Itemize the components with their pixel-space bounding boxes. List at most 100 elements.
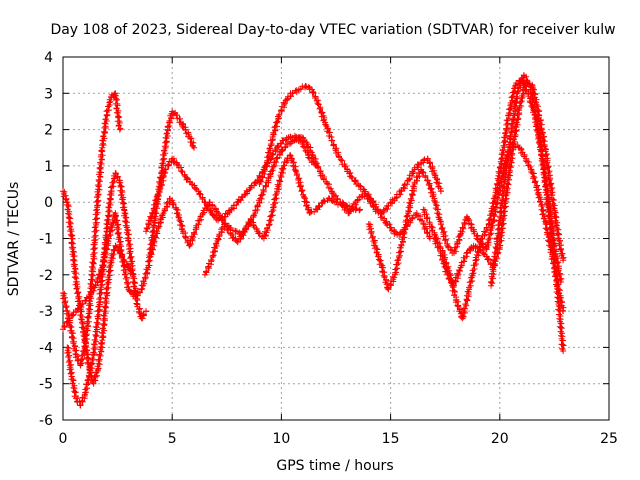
data-point-trail bbox=[268, 146, 279, 162]
data-point-trail bbox=[221, 222, 234, 237]
x-axis-label: GPS time / hours bbox=[276, 458, 393, 474]
data-point-trail bbox=[325, 181, 336, 197]
data-point bbox=[60, 188, 66, 195]
data-point-trail bbox=[187, 135, 197, 150]
data-point-trail bbox=[94, 147, 106, 198]
data-point-trail bbox=[248, 218, 260, 233]
data-point-trail bbox=[200, 201, 212, 216]
data-point-trail bbox=[333, 199, 345, 208]
data-point-trail bbox=[405, 183, 418, 215]
data-point bbox=[470, 228, 477, 235]
series-8 bbox=[256, 83, 433, 242]
data-point bbox=[142, 308, 149, 315]
data-point-trail bbox=[90, 315, 102, 356]
data-point-trail bbox=[371, 245, 386, 269]
data-point bbox=[348, 173, 355, 180]
data-point-trail bbox=[493, 183, 508, 241]
x-tick-label: 0 bbox=[59, 431, 68, 447]
data-point-trail bbox=[553, 281, 567, 353]
data-point-trail bbox=[533, 116, 547, 167]
data-point bbox=[560, 348, 567, 355]
data-point-trail bbox=[242, 219, 253, 233]
data-point-trail bbox=[520, 73, 533, 88]
y-tick-label: -3 bbox=[39, 304, 53, 320]
data-point-trail bbox=[116, 179, 128, 211]
data-point-trail bbox=[149, 189, 163, 216]
data-point-trail bbox=[103, 259, 115, 296]
x-tick-label: 25 bbox=[600, 431, 618, 447]
data-point-trail bbox=[252, 192, 265, 214]
data-point-trail bbox=[273, 149, 283, 165]
data-point-trail bbox=[98, 228, 111, 277]
data-point-trail bbox=[107, 171, 119, 194]
data-point bbox=[199, 210, 206, 217]
data-point-trail bbox=[111, 92, 124, 132]
series-7 bbox=[201, 152, 444, 278]
data-point-trail bbox=[90, 193, 102, 258]
data-point-trail bbox=[507, 90, 521, 140]
data-point-trail bbox=[143, 210, 156, 232]
data-point-trail bbox=[103, 190, 115, 232]
x-tick-label: 5 bbox=[168, 431, 177, 447]
data-point bbox=[129, 271, 136, 278]
data-point-trail bbox=[487, 236, 501, 287]
data-point-trail bbox=[276, 99, 288, 118]
data-point-trail bbox=[274, 165, 287, 193]
data-point-trail bbox=[68, 235, 80, 285]
data-point-trail bbox=[60, 188, 70, 203]
data-point-trail bbox=[366, 221, 378, 249]
data-point bbox=[512, 83, 519, 90]
data-point-trail bbox=[522, 157, 535, 175]
data-point-trail bbox=[99, 112, 110, 149]
data-point-trail bbox=[498, 112, 512, 161]
data-point-trail bbox=[392, 244, 404, 276]
data-point-trail bbox=[99, 291, 111, 341]
data-point-trail bbox=[82, 374, 93, 396]
data-point-trail bbox=[297, 83, 308, 93]
data-point-trail bbox=[94, 339, 106, 372]
data-point bbox=[64, 308, 71, 315]
data-point bbox=[241, 191, 248, 198]
data-point-trail bbox=[516, 81, 529, 109]
data-point-trail bbox=[183, 174, 194, 186]
data-point-trail bbox=[77, 345, 88, 367]
data-point-trail bbox=[64, 345, 75, 377]
data-point-trail bbox=[222, 207, 233, 220]
data-point-trail bbox=[63, 201, 76, 239]
data-point-trail bbox=[265, 159, 278, 182]
y-tick-label: -4 bbox=[39, 340, 53, 356]
series-12 bbox=[487, 72, 567, 355]
data-point-trail bbox=[379, 264, 391, 291]
series-4 bbox=[60, 188, 136, 387]
data-point-trail bbox=[103, 94, 115, 118]
data-point-trail bbox=[387, 224, 399, 237]
data-point-trail bbox=[501, 135, 514, 185]
data-point-trail bbox=[304, 143, 316, 161]
data-point-trail bbox=[235, 193, 246, 205]
data-point bbox=[116, 126, 123, 133]
data-point-trail bbox=[466, 257, 479, 291]
x-tick-label: 10 bbox=[272, 431, 290, 447]
data-point-trail bbox=[496, 192, 510, 249]
y-tick-label: -2 bbox=[39, 268, 53, 284]
data-point-trail bbox=[282, 134, 292, 144]
data-point-trail bbox=[138, 266, 151, 292]
data-point bbox=[560, 257, 567, 264]
data-point bbox=[234, 199, 241, 206]
data-point-trail bbox=[248, 178, 259, 189]
data-point-trail bbox=[153, 211, 166, 234]
data-point-trail bbox=[267, 190, 280, 223]
data-point-trail bbox=[175, 164, 188, 179]
data-points bbox=[60, 72, 567, 409]
y-axis-label: SDTVAR / TECUs bbox=[6, 182, 22, 297]
data-point-trail bbox=[514, 72, 528, 95]
data-point-trail bbox=[431, 171, 444, 194]
data-point-trail bbox=[437, 252, 451, 276]
data-point-trail bbox=[362, 188, 373, 201]
x-tick-label: 20 bbox=[491, 431, 509, 447]
chart-title: Day 108 of 2023, Sidereal Day-to-day VTE… bbox=[50, 22, 615, 38]
data-point-trail bbox=[170, 109, 179, 117]
x-tick-label: 15 bbox=[382, 431, 400, 447]
y-tick-label: 2 bbox=[44, 123, 53, 139]
